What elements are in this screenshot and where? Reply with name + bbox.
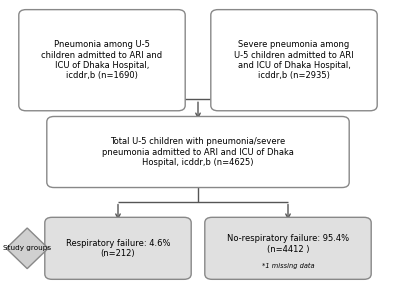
Text: Total U-5 children with pneumonia/severe
pneumonia admitted to ARI and ICU of Dh: Total U-5 children with pneumonia/severe…	[102, 137, 294, 167]
Text: No-respiratory failure: 95.4%
(n=4412 ): No-respiratory failure: 95.4% (n=4412 )	[227, 234, 349, 253]
Text: *1 missing data: *1 missing data	[262, 262, 314, 268]
FancyBboxPatch shape	[19, 10, 185, 111]
Text: Severe pneumonia among
U-5 children admitted to ARI
and ICU of Dhaka Hospital,
i: Severe pneumonia among U-5 children admi…	[234, 40, 354, 80]
Polygon shape	[6, 228, 48, 269]
FancyBboxPatch shape	[47, 116, 349, 188]
Text: Study groups: Study groups	[3, 245, 51, 251]
FancyBboxPatch shape	[45, 217, 191, 279]
FancyBboxPatch shape	[211, 10, 377, 111]
FancyBboxPatch shape	[205, 217, 371, 279]
Text: Respiratory failure: 4.6%
(n=212): Respiratory failure: 4.6% (n=212)	[66, 239, 170, 258]
Text: Pneumonia among U-5
children admitted to ARI and
ICU of Dhaka Hospital,
icddr,b : Pneumonia among U-5 children admitted to…	[42, 40, 162, 80]
